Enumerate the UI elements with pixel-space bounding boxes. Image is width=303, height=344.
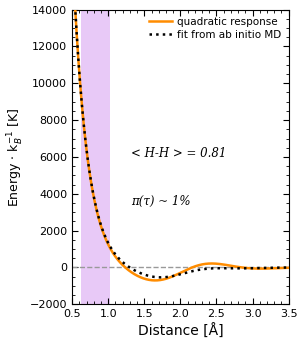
fit from ab initio MD: [83, 131, 86, 135]
quadratic response: [281, 266, 284, 270]
fit from ab initio MD: [287, 266, 291, 270]
quadratic response: [83, 131, 86, 135]
X-axis label: Distance [Å]: Distance [Å]: [138, 323, 223, 338]
fit from ab initio MD: [281, 266, 284, 270]
Y-axis label: Energy $\cdot$ k$_B^{-1}$ [K]: Energy $\cdot$ k$_B^{-1}$ [K]: [5, 107, 26, 207]
Text: π(τ) ~ 1%: π(τ) ~ 1%: [131, 195, 191, 208]
Text: < H-H > = 0.81: < H-H > = 0.81: [131, 147, 227, 160]
quadratic response: [171, 274, 175, 278]
fit from ab initio MD: [171, 274, 175, 278]
fit from ab initio MD: [241, 266, 245, 270]
fit from ab initio MD: [176, 273, 180, 277]
Bar: [81, 10, 110, 304]
Line: fit from ab initio MD: fit from ab initio MD: [74, 0, 289, 277]
Line: quadratic response: quadratic response: [74, 0, 289, 280]
fit from ab initio MD: [159, 275, 163, 279]
Legend: quadratic response, fit from ab initio MD: quadratic response, fit from ab initio M…: [145, 13, 285, 44]
quadratic response: [287, 266, 291, 270]
fit from ab initio MD: [281, 266, 284, 270]
quadratic response: [176, 272, 180, 276]
quadratic response: [241, 266, 245, 270]
quadratic response: [153, 278, 157, 282]
quadratic response: [281, 266, 284, 270]
